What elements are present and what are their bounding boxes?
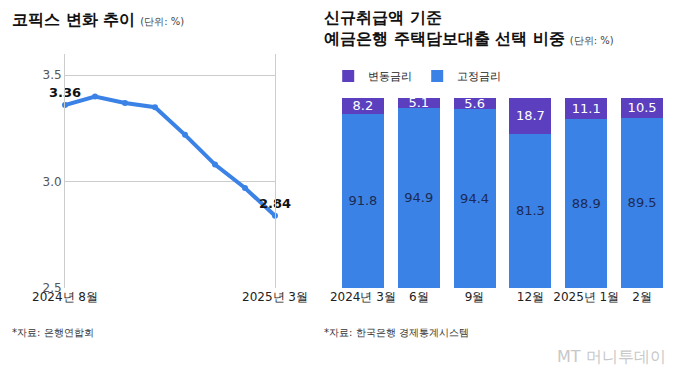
svg-text:*자료: 은행연합회: *자료: 은행연합회 [12, 327, 94, 338]
svg-text:2025년 1월: 2025년 1월 [553, 290, 619, 304]
svg-text:89.5: 89.5 [628, 195, 657, 210]
svg-text:12월: 12월 [517, 290, 544, 304]
svg-text:8.2: 8.2 [353, 98, 374, 113]
svg-text:10.5: 10.5 [628, 100, 657, 115]
svg-text:3.36: 3.36 [49, 85, 81, 100]
svg-text:3.5: 3.5 [43, 68, 62, 82]
svg-text:9월: 9월 [465, 290, 485, 304]
svg-text:81.3: 81.3 [516, 203, 545, 218]
svg-text:2.5: 2.5 [43, 281, 62, 295]
svg-text:변동금리: 변동금리 [368, 70, 412, 83]
svg-text:18.7: 18.7 [516, 108, 545, 123]
svg-text:2024년 3월: 2024년 3월 [330, 290, 396, 304]
svg-text:94.9: 94.9 [404, 190, 433, 205]
svg-text:11.1: 11.1 [572, 101, 601, 116]
svg-text:고정금리: 고정금리 [457, 70, 501, 83]
svg-text:신규취급액 기준예금은행 주택담보대출 선택 비중 (단위:: 신규취급액 기준예금은행 주택담보대출 선택 비중 (단위: %) [324, 8, 614, 48]
svg-text:3.0: 3.0 [43, 175, 62, 189]
svg-text:2024년 8월: 2024년 8월 [32, 290, 98, 304]
svg-text:코픽스 변화 추이 (단위: %): 코픽스 변화 추이 (단위: %) [12, 10, 184, 29]
svg-text:MT 머니투데이: MT 머니투데이 [557, 347, 666, 366]
svg-text:2.84: 2.84 [259, 196, 291, 211]
svg-text:*자료: 한국은행 경제통계시스템: *자료: 한국은행 경제통계시스템 [324, 327, 469, 338]
svg-text:6월: 6월 [409, 290, 429, 304]
svg-text:88.9: 88.9 [572, 196, 601, 211]
svg-text:91.8: 91.8 [348, 193, 377, 208]
svg-text:94.4: 94.4 [460, 191, 489, 206]
svg-text:2월: 2월 [632, 290, 652, 304]
svg-text:5.1: 5.1 [408, 95, 429, 110]
svg-text:5.6: 5.6 [464, 96, 485, 111]
svg-text:2025년 3월: 2025년 3월 [242, 290, 308, 304]
